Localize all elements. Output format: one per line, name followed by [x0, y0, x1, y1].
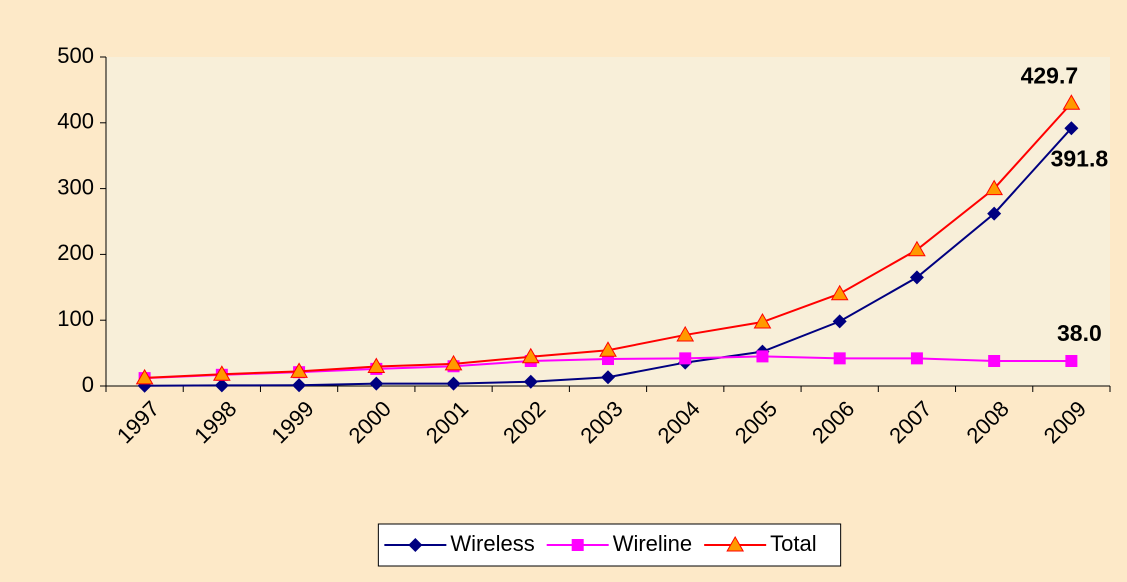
data-point — [369, 376, 384, 391]
data-point — [1064, 121, 1079, 136]
y-tick-label: 100 — [57, 306, 94, 331]
data-point — [292, 378, 307, 393]
legend-label: Wireless — [450, 531, 534, 556]
data-point — [446, 376, 461, 391]
data-point — [521, 347, 540, 364]
data-point — [908, 240, 926, 257]
data-label: 391.8 — [1051, 145, 1109, 171]
data-point — [599, 341, 617, 357]
legend-marker — [408, 538, 423, 552]
y-tick-label: 500 — [57, 43, 94, 68]
legend-label: Wireline — [613, 531, 692, 556]
y-tick-label: 0 — [82, 372, 94, 397]
data-label: 429.7 — [1021, 62, 1079, 88]
data-point — [1065, 354, 1078, 367]
legend: Wireless Wireline Total — [377, 523, 842, 567]
data-point — [833, 352, 846, 365]
data-point — [909, 270, 924, 285]
data-point — [987, 206, 1002, 221]
data-point — [676, 325, 695, 342]
data-point — [601, 370, 615, 385]
y-tick-label: 400 — [57, 109, 94, 134]
legend-marker — [726, 535, 745, 552]
data-point — [988, 354, 1001, 367]
data-point — [910, 352, 923, 365]
data-point — [135, 368, 154, 385]
plot-area — [106, 57, 1110, 386]
data-point — [679, 352, 692, 365]
y-tick-label: 300 — [57, 174, 94, 199]
data-point — [985, 179, 1004, 196]
legend-label: Total — [770, 531, 816, 556]
data-point — [444, 354, 463, 371]
data-point — [212, 365, 231, 381]
data-point — [367, 357, 386, 374]
data-point — [832, 314, 847, 329]
y-tick-label: 200 — [57, 240, 94, 265]
data-point — [523, 374, 538, 389]
data-point — [753, 313, 772, 329]
data-point — [756, 350, 769, 363]
data-point — [290, 362, 308, 378]
data-point — [830, 284, 849, 301]
data-point — [214, 378, 229, 393]
legend-marker — [571, 539, 584, 551]
data-point — [1062, 94, 1081, 110]
data-label: 38.0 — [1057, 320, 1102, 346]
